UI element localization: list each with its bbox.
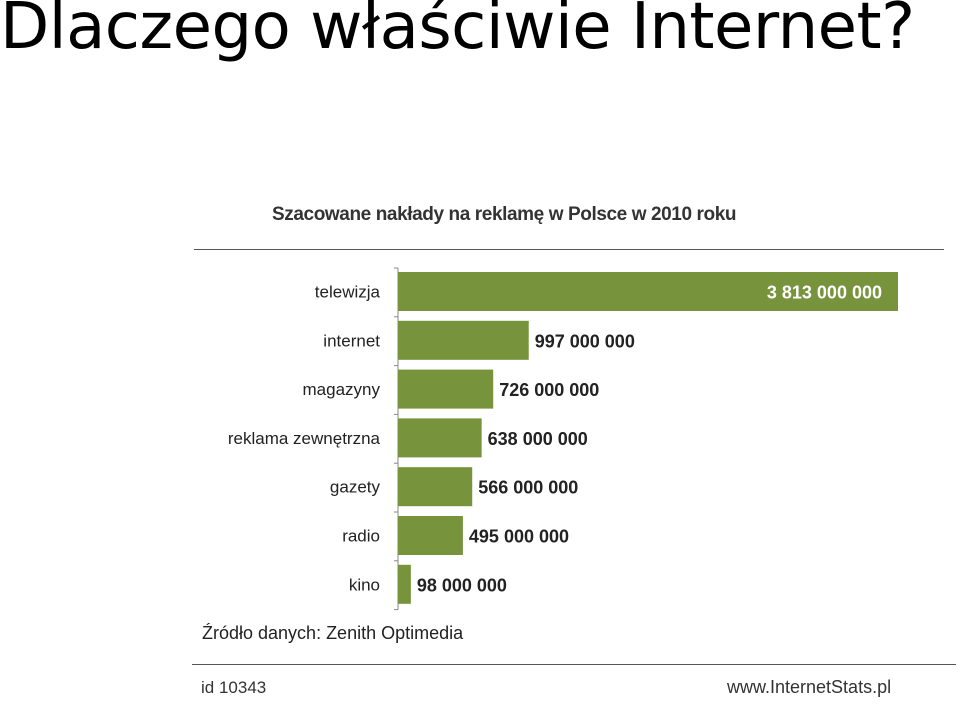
category-label: internet: [323, 331, 380, 350]
chart-id: id 10343: [201, 678, 267, 697]
bar: [398, 564, 411, 604]
value-label: 726 000 000: [499, 380, 599, 400]
value-label: 997 000 000: [535, 331, 635, 351]
chart-top-divider: [194, 249, 944, 250]
value-label: 638 000 000: [488, 429, 588, 449]
category-label: gazety: [330, 478, 381, 497]
category-label: radio: [342, 527, 380, 546]
value-label: 3 813 000 000: [767, 283, 882, 303]
category-label: telewizja: [315, 283, 381, 302]
slide-title: Dlaczego właściwie Internet?: [0, 0, 915, 64]
footer-divider: [192, 664, 956, 665]
bar: [398, 516, 463, 555]
bar: [398, 272, 898, 311]
value-label: 566 000 000: [478, 478, 578, 498]
category-label: kino: [349, 575, 380, 594]
value-label: 98 000 000: [417, 575, 507, 595]
bar: [398, 369, 494, 409]
category-label: reklama zewnętrzna: [228, 429, 381, 448]
bar: [398, 320, 529, 360]
chart-title: Szacowane nakłady na reklamę w Polsce w …: [272, 204, 737, 225]
category-label: magazyny: [303, 380, 381, 399]
bar: [398, 467, 473, 507]
value-label: 495 000 000: [469, 527, 569, 547]
site-link[interactable]: www.InternetStats.pl: [727, 677, 892, 697]
source-note: Źródło danych: Zenith Optimedia: [202, 623, 464, 643]
bar: [398, 418, 482, 458]
